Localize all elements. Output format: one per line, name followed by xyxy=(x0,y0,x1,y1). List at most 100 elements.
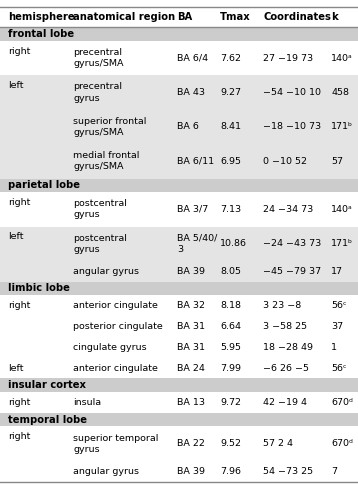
Text: 57 2 4: 57 2 4 xyxy=(263,439,293,448)
Text: 17: 17 xyxy=(331,267,343,276)
Text: insular cortex: insular cortex xyxy=(8,380,86,390)
Text: −45 −79 37: −45 −79 37 xyxy=(263,267,321,276)
Text: 140ᵃ: 140ᵃ xyxy=(331,205,353,214)
Text: 458: 458 xyxy=(331,88,349,97)
Text: insula: insula xyxy=(73,398,102,407)
Text: parietal lobe: parietal lobe xyxy=(8,181,80,190)
Text: 5.95: 5.95 xyxy=(220,343,241,352)
Text: superior temporal
gyrus: superior temporal gyrus xyxy=(73,434,159,454)
Text: BA 5/40/
3: BA 5/40/ 3 xyxy=(177,234,218,254)
Text: 7.96: 7.96 xyxy=(220,467,241,476)
Bar xyxy=(0,295,358,316)
Text: 0 −10 52: 0 −10 52 xyxy=(263,157,307,166)
Bar xyxy=(0,179,358,192)
Text: BA 24: BA 24 xyxy=(177,363,205,373)
Bar xyxy=(0,337,358,358)
Bar xyxy=(0,413,358,426)
Bar xyxy=(0,282,358,295)
Bar xyxy=(0,41,358,76)
Text: BA 6/11: BA 6/11 xyxy=(177,157,214,166)
Text: 7.99: 7.99 xyxy=(220,363,241,373)
Bar xyxy=(0,192,358,227)
Text: BA 39: BA 39 xyxy=(177,267,205,276)
Text: left: left xyxy=(8,363,23,373)
Text: 171ᵇ: 171ᵇ xyxy=(331,122,353,132)
Text: 171ᵇ: 171ᵇ xyxy=(331,239,353,248)
Text: 8.41: 8.41 xyxy=(220,122,241,132)
Text: left: left xyxy=(8,232,23,242)
Text: frontal lobe: frontal lobe xyxy=(8,29,74,39)
Text: 37: 37 xyxy=(331,322,343,331)
Text: Coordinates: Coordinates xyxy=(263,12,331,22)
Text: BA 32: BA 32 xyxy=(177,301,205,310)
Text: anterior cingulate: anterior cingulate xyxy=(73,301,158,310)
Bar xyxy=(0,316,358,337)
Text: 10.86: 10.86 xyxy=(220,239,247,248)
Text: 9.52: 9.52 xyxy=(220,439,241,448)
Bar xyxy=(0,461,358,482)
Text: anatomical region: anatomical region xyxy=(73,12,175,22)
Text: BA 3/7: BA 3/7 xyxy=(177,205,208,214)
Text: 54 −73 25: 54 −73 25 xyxy=(263,467,313,476)
Text: BA 43: BA 43 xyxy=(177,88,205,97)
Text: right: right xyxy=(8,198,30,207)
Text: 9.72: 9.72 xyxy=(220,398,241,407)
Bar xyxy=(0,358,358,378)
Text: posterior cingulate: posterior cingulate xyxy=(73,322,163,331)
Text: 56ᶜ: 56ᶜ xyxy=(331,363,347,373)
Bar xyxy=(0,27,358,41)
Text: 42 −19 4: 42 −19 4 xyxy=(263,398,307,407)
Text: −18 −10 73: −18 −10 73 xyxy=(263,122,321,132)
Text: −24 −43 73: −24 −43 73 xyxy=(263,239,321,248)
Text: −54 −10 10: −54 −10 10 xyxy=(263,88,321,97)
Text: hemisphere: hemisphere xyxy=(8,12,74,22)
Text: right: right xyxy=(8,432,30,441)
Bar xyxy=(0,261,358,282)
Text: temporal lobe: temporal lobe xyxy=(8,415,87,424)
Text: postcentral
gyrus: postcentral gyrus xyxy=(73,199,127,219)
Text: 1: 1 xyxy=(331,343,337,352)
Text: precentral
gyrus: precentral gyrus xyxy=(73,82,122,103)
Text: medial frontal
gyrus/SMA: medial frontal gyrus/SMA xyxy=(73,151,140,171)
Text: BA: BA xyxy=(177,12,193,22)
Text: 18 −28 49: 18 −28 49 xyxy=(263,343,313,352)
Text: left: left xyxy=(8,81,23,90)
Text: right: right xyxy=(8,301,30,310)
Text: 27 −19 73: 27 −19 73 xyxy=(263,54,313,62)
Text: 6.95: 6.95 xyxy=(220,157,241,166)
Text: BA 39: BA 39 xyxy=(177,467,205,476)
Text: anterior cingulate: anterior cingulate xyxy=(73,363,158,373)
Text: 7.62: 7.62 xyxy=(220,54,241,62)
Text: BA 6/4: BA 6/4 xyxy=(177,54,208,62)
Text: angular gyrus: angular gyrus xyxy=(73,267,139,276)
Bar xyxy=(0,76,358,110)
Text: limbic lobe: limbic lobe xyxy=(8,284,70,293)
Text: BA 6: BA 6 xyxy=(177,122,199,132)
Text: 3 −58 25: 3 −58 25 xyxy=(263,322,307,331)
Text: 140ᵃ: 140ᵃ xyxy=(331,54,353,62)
Text: superior frontal
gyrus/SMA: superior frontal gyrus/SMA xyxy=(73,117,147,137)
Text: BA 31: BA 31 xyxy=(177,343,205,352)
Bar xyxy=(0,426,358,461)
Text: k: k xyxy=(331,12,338,22)
Bar xyxy=(0,144,358,179)
Text: 8.05: 8.05 xyxy=(220,267,241,276)
Text: 56ᶜ: 56ᶜ xyxy=(331,301,347,310)
Text: postcentral
gyrus: postcentral gyrus xyxy=(73,234,127,254)
Bar xyxy=(0,227,358,261)
Text: right: right xyxy=(8,398,30,407)
Text: 3 23 −8: 3 23 −8 xyxy=(263,301,301,310)
Text: 670ᵈ: 670ᵈ xyxy=(331,439,353,448)
Text: right: right xyxy=(8,47,30,56)
Text: Tmax: Tmax xyxy=(220,12,251,22)
Text: 57: 57 xyxy=(331,157,343,166)
Text: 8.18: 8.18 xyxy=(220,301,241,310)
Text: 24 −34 73: 24 −34 73 xyxy=(263,205,313,214)
Text: BA 31: BA 31 xyxy=(177,322,205,331)
Text: 9.27: 9.27 xyxy=(220,88,241,97)
Text: precentral
gyrus/SMA: precentral gyrus/SMA xyxy=(73,48,124,68)
Bar xyxy=(0,378,358,392)
Text: 7: 7 xyxy=(331,467,337,476)
Bar xyxy=(0,110,358,144)
Text: 670ᵈ: 670ᵈ xyxy=(331,398,353,407)
